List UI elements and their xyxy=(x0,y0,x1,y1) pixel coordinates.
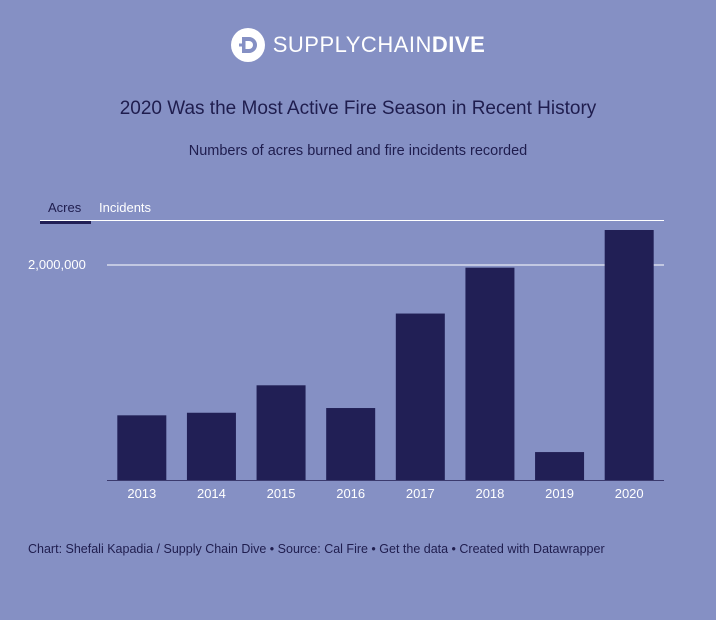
bar-2020 xyxy=(604,230,654,480)
x-tick-label: 2017 xyxy=(406,486,435,501)
chart-title: 2020 Was the Most Active Fire Season in … xyxy=(119,98,597,119)
x-tick-label: 2019 xyxy=(545,486,574,501)
x-tick-label: 2014 xyxy=(197,486,226,501)
bar-2019 xyxy=(535,452,585,480)
bar-2015 xyxy=(256,385,306,480)
brand-name-regular: SUPPLYCHAIN xyxy=(272,32,432,57)
x-tick-label: 2013 xyxy=(127,486,156,501)
bar-2017 xyxy=(395,313,445,480)
x-tick-label: 2015 xyxy=(267,486,296,501)
tab-acres[interactable]: Acres xyxy=(40,200,91,224)
x-tick-label: 2020 xyxy=(615,486,644,501)
bar-2018 xyxy=(465,267,515,480)
x-tick-label: 2016 xyxy=(336,486,365,501)
bar-2013 xyxy=(117,415,167,480)
tab-incidents[interactable]: Incidents xyxy=(99,200,152,215)
brand-name: SUPPLYCHAINDIVE xyxy=(273,32,486,58)
x-tick-label: 2018 xyxy=(475,486,504,501)
bar-2016 xyxy=(326,408,376,480)
bar-chart: 2,000,0004,000,0002013201420152016201720… xyxy=(28,230,664,501)
chart-tabs: Acres Incidents xyxy=(40,200,159,224)
chart-credit: Chart: Shefali Kapadia / Supply Chain Di… xyxy=(28,542,605,556)
chart-subtitle: Numbers of acres burned and fire inciden… xyxy=(188,143,528,159)
tabs-divider xyxy=(40,220,664,221)
supplychaindive-logo-icon xyxy=(230,28,265,62)
brand-logo: SUPPLYCHAINDIVE xyxy=(0,28,716,62)
bar-2014 xyxy=(186,412,236,480)
y-tick-label: 2,000,000 xyxy=(28,257,86,272)
brand-name-bold: DIVE xyxy=(431,32,486,57)
